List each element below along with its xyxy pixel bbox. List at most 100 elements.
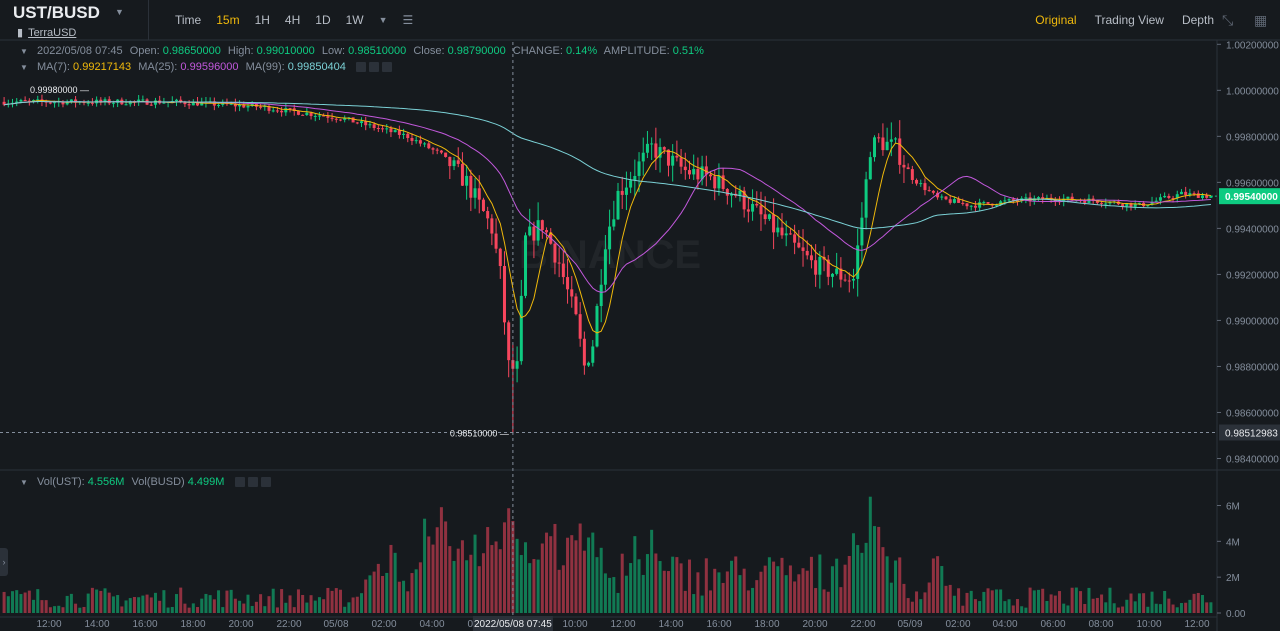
amplitude-value: 0.51% (672, 45, 704, 57)
volume-bar (978, 601, 982, 613)
volume-bar (69, 593, 73, 613)
volume-bar (376, 563, 380, 613)
hide-volume-icon[interactable] (234, 477, 245, 488)
time-tick-label: 12:00 (1184, 619, 1209, 630)
volume-bar (439, 507, 443, 613)
candle-body (124, 104, 128, 106)
candle-body (469, 175, 473, 198)
candle-body (217, 104, 221, 106)
pair-dropdown-icon[interactable]: ▼ (115, 7, 124, 17)
volume-bar (355, 596, 359, 613)
volume-bar (1041, 588, 1045, 613)
hide-ma-icon[interactable] (355, 62, 366, 73)
tab-original[interactable]: Original (1035, 13, 1077, 27)
tab-1d[interactable]: 1D (315, 13, 331, 27)
volume-bar (931, 558, 935, 613)
candle-body (1184, 191, 1188, 196)
volume-bar (317, 597, 321, 613)
volume-bar (74, 603, 78, 613)
expand-sidebar-handle[interactable]: › (0, 548, 8, 576)
candle-body (536, 220, 540, 241)
current-price-label: 0.99540000 (1225, 192, 1278, 203)
volume-bar (788, 565, 792, 613)
candle-body (263, 106, 267, 108)
remove-ma-icon[interactable] (381, 62, 392, 73)
tab-4h[interactable]: 4H (284, 13, 301, 27)
tab-trading-view[interactable]: Trading View (1094, 13, 1164, 27)
volume-bar (608, 577, 612, 613)
volume-bar (494, 541, 498, 613)
candle-body (183, 101, 187, 105)
candle-body (742, 190, 746, 210)
tab-15m[interactable]: 15m (216, 13, 240, 27)
candle-body (873, 137, 877, 158)
volume-bar (864, 542, 868, 613)
volume-bar (95, 589, 99, 613)
price-tick-label: 0.99400000 (1226, 224, 1279, 235)
candle-body (141, 99, 145, 101)
volume-bar (284, 602, 288, 613)
volume-bar (923, 592, 927, 613)
candle-body (566, 277, 570, 290)
volume-settings-icon[interactable] (247, 477, 258, 488)
ma-settings-icon[interactable] (368, 62, 379, 73)
candle-body (238, 104, 242, 107)
ma25-value: 0.99596000 (180, 61, 239, 73)
volume-bar (624, 575, 628, 613)
candle-body (1146, 204, 1150, 207)
volume-bar (721, 582, 725, 613)
candle-body (587, 362, 591, 366)
volume-bar (578, 523, 582, 613)
collapse-icon[interactable]: ⤡ (1222, 12, 1234, 28)
more-intervals-icon[interactable]: ▼ (378, 15, 388, 25)
ma-caret-icon[interactable]: ▼ (20, 63, 28, 72)
volume-bar (1032, 590, 1036, 613)
volume-bar (385, 572, 389, 613)
candle-body (809, 255, 813, 261)
indicator-settings-icon[interactable]: ☰ (402, 13, 414, 27)
price-tick-label: 1.00200000 (1226, 40, 1279, 51)
candle-body (687, 170, 691, 175)
tab-1h[interactable]: 1H (254, 13, 270, 27)
volume-bar (309, 595, 313, 613)
candle-body (1003, 200, 1007, 202)
volume-bar (124, 600, 128, 613)
pair-title[interactable]: UST/BUSD (13, 3, 100, 22)
remove-volume-icon[interactable] (260, 477, 271, 488)
volume-caret-icon[interactable]: ▼ (20, 478, 28, 487)
candle-body (1108, 201, 1112, 204)
tab-1w[interactable]: 1W (345, 13, 364, 27)
volume-bar (107, 592, 111, 613)
volume-bar (322, 599, 326, 613)
candle-body (330, 117, 334, 119)
volume-bar (208, 595, 212, 613)
volume-bar (330, 590, 334, 613)
candle-body (385, 128, 389, 130)
grid-layout-icon[interactable]: ▦ (1254, 12, 1268, 28)
candle-body (103, 99, 107, 102)
volume-bar (797, 574, 801, 613)
ma99-line (4, 101, 1211, 230)
volume-bar (473, 534, 477, 613)
volume-bar (805, 570, 809, 613)
volume-bar (351, 597, 355, 613)
tab-depth[interactable]: Depth (1181, 13, 1214, 27)
volume-bar (973, 599, 977, 613)
volume-bar (948, 584, 952, 613)
tab-time[interactable]: Time (175, 13, 202, 27)
candle-body (444, 152, 448, 157)
candle-body (1015, 200, 1019, 202)
candle-body (637, 161, 641, 176)
coin-info-link[interactable]: ▮ TerraUSD (17, 26, 76, 39)
volume-bar (158, 600, 162, 613)
volume-bar (894, 560, 898, 613)
candle-body (561, 263, 565, 278)
legend-caret-icon[interactable]: ▼ (20, 47, 28, 56)
candle-body (557, 262, 561, 264)
volume-bar (532, 559, 536, 613)
volume-bar (927, 582, 931, 613)
volume-bar (666, 571, 670, 613)
candle-body (616, 190, 620, 220)
candle-body (730, 193, 734, 196)
